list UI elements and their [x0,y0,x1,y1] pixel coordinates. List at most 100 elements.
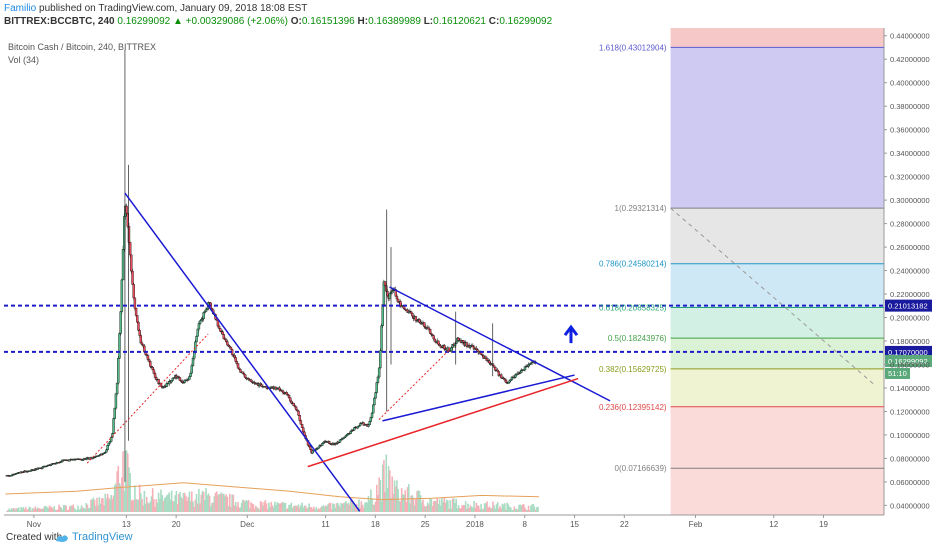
tradingview-brand[interactable]: TradingView [72,531,133,543]
candle-body [292,402,295,407]
y-tick-label: 0.38000000 [890,102,930,111]
y-tick-label: 0.32000000 [890,173,930,182]
volume-bar [188,491,191,512]
candle-body [121,249,125,281]
volume-bar [67,509,70,512]
volume-bar [7,510,9,512]
fib-zone-5 [670,338,884,369]
candle-body [374,392,377,399]
volume-bar [62,505,65,512]
volume-bar [428,504,430,512]
volume-bar [174,495,177,512]
candle-body [427,327,431,330]
volume-bar [34,506,37,512]
volume-bar [321,506,324,512]
y-tick-label: 0.30000000 [890,196,930,205]
volume-bar [38,508,40,512]
volume-bar [99,503,102,512]
volume-bar [129,472,131,512]
fib-label-0.236: 0.236(0.12395142) [599,403,667,412]
volume-bar [357,508,359,512]
author-link[interactable]: Familio [4,3,37,14]
volume-bar [167,494,169,512]
volume-bar [244,501,246,512]
candle-body [195,336,198,343]
volume-bar [412,497,415,512]
candle-body [134,307,138,316]
volume-bar [151,488,154,512]
volume-bar [154,506,156,512]
price-axis[interactable]: 0.44000000 0.42000000 0.40000000 0.38000000… [884,32,930,511]
candle-body [376,376,380,383]
volume-bar [437,504,440,512]
legend: Bitcoin Cash / Bitcoin, 240, BITTREX Vol… [8,42,156,65]
volume-bar [533,506,536,512]
volume-bar [447,500,449,512]
volume-bar [268,502,270,512]
volume-bar [164,496,167,512]
volume-bar [173,501,175,512]
trend-lines[interactable] [86,192,611,512]
time-axis[interactable]: Nov 13 20 Dec 11 18 25 2018 8 15 22 Feb 12 19 [27,515,829,528]
y-tick-label: 0.14000000 [890,384,930,393]
fib-zone-2 [670,208,884,264]
volume-bar [519,504,522,512]
candle-body [107,442,111,446]
volume-bar [372,504,375,512]
volume-bar [42,507,45,512]
fib-retracement[interactable]: 1.618(0.43012904) 1(0.29321314) 0.786(0.24… [599,43,884,473]
volume-bar [10,508,13,512]
volume-bar [209,506,212,512]
volume-bar [108,497,110,512]
volume-bar [64,504,66,512]
candle-body [388,293,392,299]
volume-bar [505,509,507,512]
volume-bar [153,499,155,512]
volume-bar [351,498,353,512]
volume-bar [220,492,223,512]
volume-bar [283,502,286,512]
volume-bar [204,500,206,512]
volume-bar [246,500,249,512]
volume-bar [249,508,251,512]
volume-bar [398,500,401,512]
volume-bar [259,501,262,512]
x-tick-label: Feb [689,520,703,528]
volume-bar [480,503,482,512]
volume-bar [52,508,54,512]
volume-bar [296,505,299,512]
volume-bar [445,499,448,512]
volume-bar [100,498,103,512]
volume-bar [15,508,18,512]
symbol-label: BITTREX:BCCBTC, 240 [4,16,115,27]
volume-bar [430,499,433,512]
x-tick-label: 12 [769,520,778,528]
fib-zones [670,28,884,515]
close-value: 0.16299092 [499,16,553,27]
volume-bar [141,498,143,512]
volume-bar [145,496,148,512]
volume-bar [19,510,21,512]
volume-bar [281,502,283,512]
x-tick-label: 2018 [466,520,484,528]
candle-body [113,407,116,419]
volume-bar [386,488,389,512]
volume-bar [269,507,271,512]
volume-bar [224,496,226,512]
volume-bar [81,507,84,512]
volume-bar [450,508,453,512]
volume-bar [493,505,495,512]
volume-bar [74,509,77,512]
x-tick-label: 8 [523,520,528,528]
volume-bar [230,506,232,512]
volume-bar [322,505,325,512]
volume-bar [149,501,152,512]
volume-bar [161,495,163,512]
candle-body [289,397,292,402]
volume-bar [181,498,184,512]
volume-bar [213,496,216,512]
candle-body [106,445,109,451]
volume-bar [142,505,144,512]
